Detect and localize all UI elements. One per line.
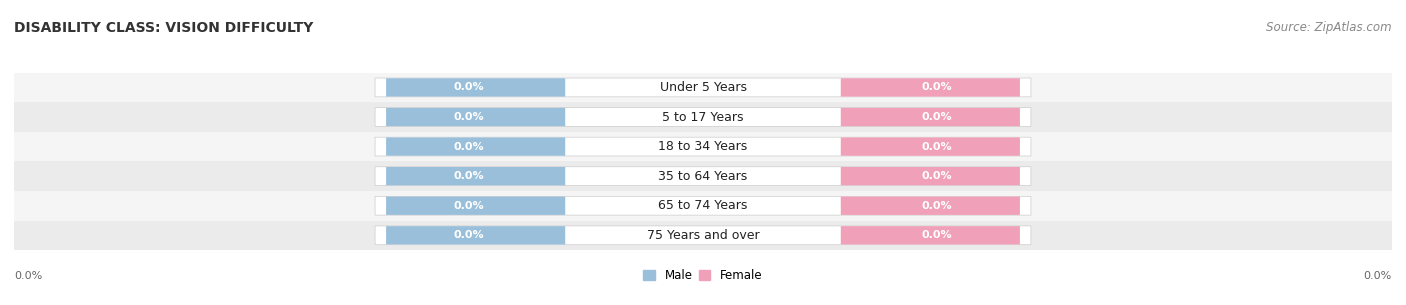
Text: 0.0%: 0.0% [454,171,484,181]
Text: 0.0%: 0.0% [922,201,952,211]
Text: 0.0%: 0.0% [1364,271,1392,281]
FancyBboxPatch shape [14,161,1392,191]
FancyBboxPatch shape [375,108,1031,126]
Text: 0.0%: 0.0% [454,142,484,152]
FancyBboxPatch shape [375,137,1031,156]
Text: 0.0%: 0.0% [14,271,42,281]
FancyBboxPatch shape [387,196,565,215]
FancyBboxPatch shape [14,191,1392,221]
Text: 0.0%: 0.0% [922,112,952,122]
FancyBboxPatch shape [14,73,1392,102]
FancyBboxPatch shape [387,108,565,126]
FancyBboxPatch shape [14,221,1392,250]
Text: 0.0%: 0.0% [454,230,484,240]
Text: 35 to 64 Years: 35 to 64 Years [658,170,748,183]
FancyBboxPatch shape [375,78,1031,97]
FancyBboxPatch shape [841,167,1019,185]
FancyBboxPatch shape [387,78,565,97]
FancyBboxPatch shape [387,138,565,156]
Text: Under 5 Years: Under 5 Years [659,81,747,94]
Text: 0.0%: 0.0% [454,82,484,92]
Text: 75 Years and over: 75 Years and over [647,229,759,242]
Text: 0.0%: 0.0% [922,171,952,181]
FancyBboxPatch shape [375,167,1031,185]
Text: 65 to 74 Years: 65 to 74 Years [658,199,748,212]
FancyBboxPatch shape [387,226,565,245]
FancyBboxPatch shape [841,108,1019,126]
Text: 0.0%: 0.0% [922,142,952,152]
FancyBboxPatch shape [14,102,1392,132]
FancyBboxPatch shape [375,226,1031,245]
Text: 0.0%: 0.0% [922,230,952,240]
FancyBboxPatch shape [14,132,1392,161]
Text: 0.0%: 0.0% [454,112,484,122]
Text: 0.0%: 0.0% [922,82,952,92]
FancyBboxPatch shape [841,138,1019,156]
Text: Source: ZipAtlas.com: Source: ZipAtlas.com [1267,21,1392,34]
Text: 0.0%: 0.0% [454,201,484,211]
Text: 18 to 34 Years: 18 to 34 Years [658,140,748,153]
FancyBboxPatch shape [841,226,1019,245]
Text: DISABILITY CLASS: VISION DIFFICULTY: DISABILITY CLASS: VISION DIFFICULTY [14,21,314,35]
FancyBboxPatch shape [841,196,1019,215]
Text: 5 to 17 Years: 5 to 17 Years [662,110,744,124]
Legend: Male, Female: Male, Female [638,265,768,287]
FancyBboxPatch shape [375,196,1031,215]
FancyBboxPatch shape [841,78,1019,97]
FancyBboxPatch shape [387,167,565,185]
